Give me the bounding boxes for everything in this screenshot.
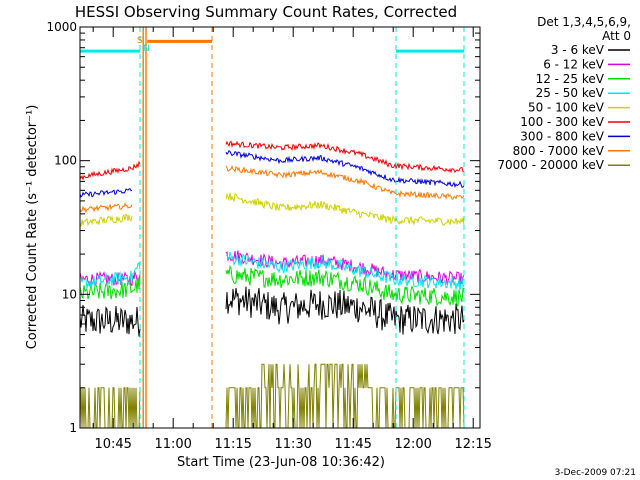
x-tick-label: 11:45 — [334, 437, 371, 452]
legend-label-8: 7000 - 20000 keV — [497, 158, 604, 172]
series-line-4 — [79, 192, 465, 227]
series-line-7 — [79, 164, 465, 214]
x-tick-label: 11:15 — [214, 437, 251, 452]
series-line-6 — [79, 150, 465, 198]
series-line-8 — [79, 363, 465, 429]
x-axis-label: Start Time (23-Jun-08 10:36:42) — [177, 455, 385, 470]
annotation-N: N — [143, 44, 150, 54]
legend-label-6: 300 - 800 keV — [520, 129, 604, 143]
series-line-2 — [79, 264, 465, 307]
annotation-S: S — [137, 36, 143, 46]
series-line-5 — [79, 140, 465, 181]
legend-label-3: 25 - 50 keV — [536, 86, 605, 100]
x-tick-label: 12:00 — [394, 437, 431, 452]
x-tick-label: 12:15 — [454, 437, 491, 452]
y-tick-label: 1 — [69, 421, 77, 435]
plot-series — [79, 140, 465, 429]
plot-markers: SN — [79, 27, 465, 428]
x-tick-label: 10:45 — [94, 437, 131, 452]
y-tick-label: 1000 — [46, 20, 77, 34]
legend-label-2: 12 - 25 keV — [536, 72, 605, 86]
y-tick-label: 10 — [62, 287, 77, 301]
legend-label-5: 100 - 300 keV — [520, 115, 604, 129]
series-line-3 — [80, 252, 465, 291]
x-tick-label: 11:30 — [274, 437, 311, 452]
legend-header-line-2: Att 0 — [602, 29, 631, 43]
plot-frame — [79, 26, 481, 429]
legend-header-line-1: Det 1,3,4,5,6,9, — [537, 15, 631, 29]
legend-label-4: 50 - 100 keV — [528, 101, 605, 115]
y-axis: 1 10 100 1000 — [46, 20, 480, 435]
y-axis-label: Corrected Count Rate (s⁻¹ detector⁻¹) — [25, 105, 40, 350]
chart-title: HESSI Observing Summary Count Rates, Cor… — [75, 3, 457, 21]
legend-label-7: 800 - 7000 keV — [513, 144, 605, 158]
series-line-0 — [79, 286, 465, 337]
x-tick-label: 11:00 — [154, 437, 191, 452]
legend-label-0: 3 - 6 keV — [551, 43, 605, 57]
footer-date: 3-Dec-2009 07:21 — [555, 468, 636, 478]
x-axis: 10:45 11:00 11:15 11:30 11:45 12:00 12:15 — [92, 27, 492, 452]
legend-label-1: 6 - 12 keV — [543, 57, 605, 71]
y-tick-label: 100 — [54, 154, 77, 168]
